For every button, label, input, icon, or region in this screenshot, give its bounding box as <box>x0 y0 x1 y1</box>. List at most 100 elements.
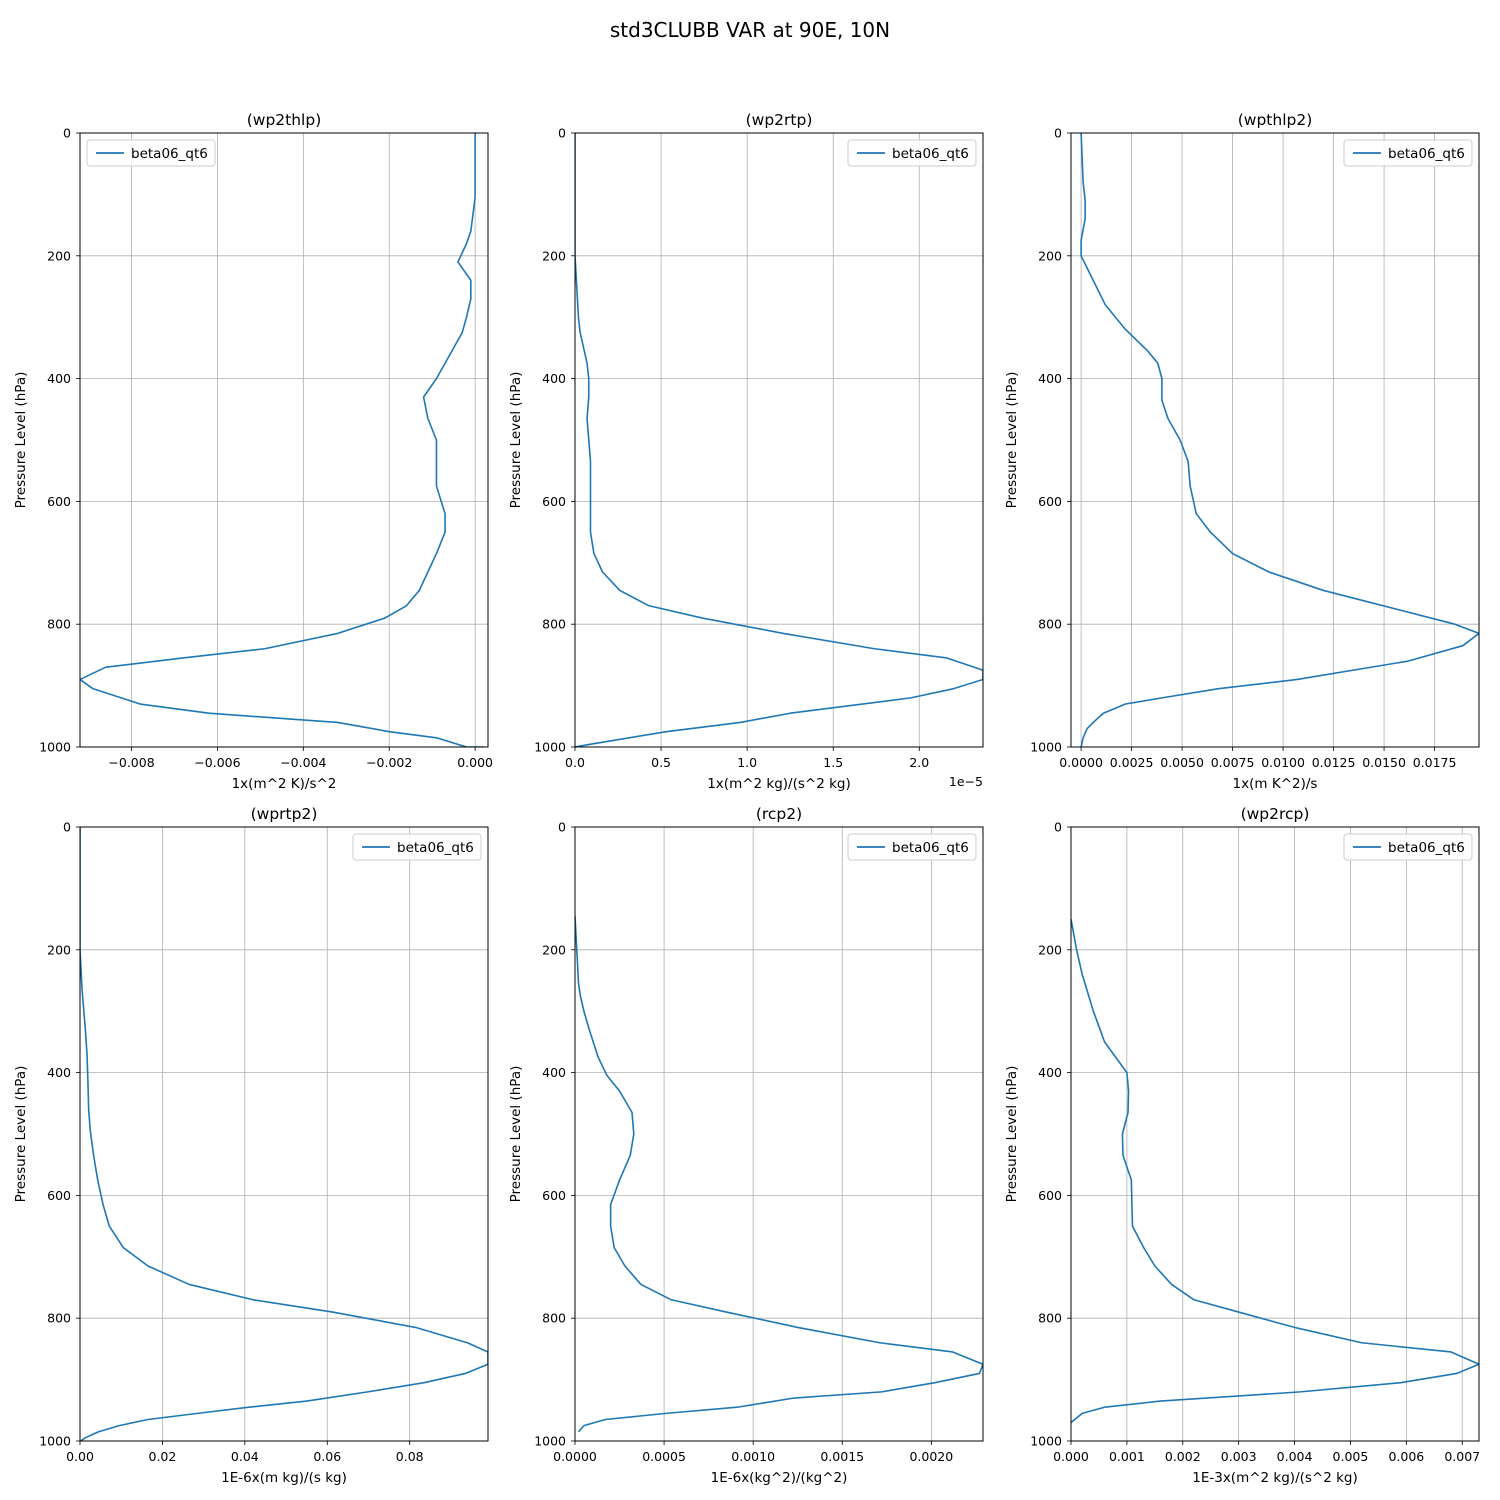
x-tick-label: 0.00 <box>66 1449 94 1464</box>
x-tick-label: 0.0150 <box>1362 755 1406 770</box>
legend-label: beta06_qt6 <box>1388 840 1465 856</box>
x-tick-label: 0.0015 <box>820 1449 864 1464</box>
axes-frame <box>1070 826 1480 1442</box>
y-tick-label: 800 <box>47 617 71 632</box>
subplot-5: 0.0000 0.0005 0.0010 0.0015 0.0020 0 200 400 600… <box>508 805 984 1486</box>
subplot-4: 0.00 0.02 0.04 0.06 0.08 0 200 400 600 800 1000 (wp… <box>13 805 489 1486</box>
x-tick-label: 0.004 <box>1277 1449 1313 1464</box>
y-tick-label: 200 <box>47 248 71 263</box>
x-tick-label: −0.008 <box>108 755 154 770</box>
y-tick-label: 400 <box>1038 371 1062 386</box>
axes-frame <box>79 826 489 1442</box>
legend-label: beta06_qt6 <box>131 146 208 162</box>
x-tick-label: 0.001 <box>1109 1449 1145 1464</box>
legend: beta06_qt6 <box>1343 139 1473 167</box>
x-tick-label: 0.007 <box>1444 1449 1480 1464</box>
y-tick-label: 1000 <box>1030 1434 1062 1449</box>
y-tick-label: 1000 <box>534 740 566 755</box>
legend-box <box>1343 139 1473 167</box>
subplot-title: (rcp2) <box>756 805 802 823</box>
y-axis-label: Pressure Level (hPa) <box>1004 1066 1020 1203</box>
y-tick-label: 800 <box>1038 1311 1062 1326</box>
x-axis-label: 1x(m^2 K)/s^2 <box>232 776 337 792</box>
figure-suptitle: std3CLUBB VAR at 90E, 10N <box>610 18 890 42</box>
x-tick-label: 0.0010 <box>731 1449 775 1464</box>
x-tick-label: 0.02 <box>149 1449 177 1464</box>
y-tick-label: 200 <box>542 248 566 263</box>
x-tick-label: −0.006 <box>194 755 240 770</box>
legend-label: beta06_qt6 <box>892 146 969 162</box>
y-tick-label: 400 <box>47 371 71 386</box>
axes-frame <box>1070 132 1480 748</box>
y-tick-label: 400 <box>542 371 566 386</box>
subplot-1: −0.008 −0.006 −0.004 −0.002 0.000 0 200 400 600 8… <box>13 111 493 792</box>
y-tick-label: 0 <box>63 820 71 835</box>
x-axis-label: 1E-3x(m^2 kg)/(s^2 kg) <box>1192 1470 1358 1486</box>
legend: beta06_qt6 <box>352 833 482 861</box>
y-tick-label: 1000 <box>534 1434 566 1449</box>
y-tick-label: 0 <box>1054 820 1062 835</box>
subplot-title: (wprtp2) <box>251 805 318 823</box>
subplot-6: 0.000 0.001 0.002 0.003 0.004 0.005 0.006 0.007… <box>1004 805 1480 1486</box>
subplot-title: (wp2thlp) <box>247 111 322 129</box>
legend-box <box>847 139 977 167</box>
y-tick-label: 400 <box>542 1065 566 1080</box>
x-tick-label: −0.002 <box>366 755 412 770</box>
y-tick-label: 600 <box>1038 494 1062 509</box>
x-tick-label: 0.0000 <box>553 1449 597 1464</box>
y-tick-label: 600 <box>47 494 71 509</box>
x-tick-label: 0.0125 <box>1312 755 1356 770</box>
legend: beta06_qt6 <box>847 139 977 167</box>
y-axis-label: Pressure Level (hPa) <box>1004 372 1020 509</box>
series-line-beta06_qt6 <box>1080 133 1479 747</box>
y-axis-label: Pressure Level (hPa) <box>13 372 29 509</box>
x-tick-label: 0.002 <box>1165 1449 1201 1464</box>
y-tick-label: 400 <box>47 1065 71 1080</box>
x-axis-label: 1x(m^2 kg)/(s^2 kg) <box>707 776 851 792</box>
legend-box <box>1343 833 1473 861</box>
x-tick-label: 0.005 <box>1333 1449 1369 1464</box>
x-tick-label: 0.0 <box>565 755 585 770</box>
subplot-2: 0.0 0.5 1.0 1.5 2.0 0 200 400 600 800 1000 (wp2rtp)… <box>508 111 984 792</box>
x-tick-label: 0.006 <box>1388 1449 1424 1464</box>
y-tick-label: 0 <box>558 820 566 835</box>
y-tick-label: 1000 <box>1030 740 1062 755</box>
y-tick-label: 200 <box>1038 248 1062 263</box>
x-tick-label: −0.004 <box>280 755 326 770</box>
series-line-beta06_qt6 <box>575 133 983 747</box>
x-tick-label: 0.0005 <box>642 1449 686 1464</box>
y-tick-label: 0 <box>1054 126 1062 141</box>
x-tick-label: 0.0020 <box>909 1449 953 1464</box>
x-tick-label: 0.08 <box>396 1449 424 1464</box>
y-axis-label: Pressure Level (hPa) <box>508 1066 524 1203</box>
x-tick-label: 0.0000 <box>1059 755 1103 770</box>
legend-box <box>847 833 977 861</box>
legend: beta06_qt6 <box>1343 833 1473 861</box>
y-tick-label: 1000 <box>39 740 71 755</box>
subplot-title: (wp2rtp) <box>746 111 813 129</box>
y-axis-label: Pressure Level (hPa) <box>13 1066 29 1203</box>
y-tick-label: 800 <box>1038 617 1062 632</box>
series-line-beta06_qt6 <box>80 827 488 1441</box>
axes-frame <box>574 132 984 748</box>
y-tick-label: 600 <box>542 494 566 509</box>
x-tick-label: 0.04 <box>231 1449 259 1464</box>
axes-frame <box>574 826 984 1442</box>
y-tick-label: 1000 <box>39 1434 71 1449</box>
y-tick-label: 400 <box>1038 1065 1062 1080</box>
legend: beta06_qt6 <box>86 139 216 167</box>
x-tick-label: 0.003 <box>1221 1449 1257 1464</box>
legend-box <box>352 833 482 861</box>
subplot-title: (wpthlp2) <box>1238 111 1313 129</box>
y-tick-label: 800 <box>542 1311 566 1326</box>
x-axis-label: 1E-6x(m kg)/(s kg) <box>221 1470 347 1486</box>
x-tick-label: 0.000 <box>1053 1449 1089 1464</box>
subplot-3: 0.0000 0.0025 0.0050 0.0075 0.0100 0.0125 0.01… <box>1004 111 1480 792</box>
x-tick-label: 0.0100 <box>1261 755 1305 770</box>
x-tick-label: 0.0075 <box>1211 755 1255 770</box>
series-line-beta06_qt6 <box>575 915 983 1433</box>
legend-label: beta06_qt6 <box>397 840 474 856</box>
x-tick-label: 0.0175 <box>1413 755 1457 770</box>
x-axis-label: 1x(m K^2)/s <box>1233 776 1318 792</box>
legend-label: beta06_qt6 <box>892 840 969 856</box>
